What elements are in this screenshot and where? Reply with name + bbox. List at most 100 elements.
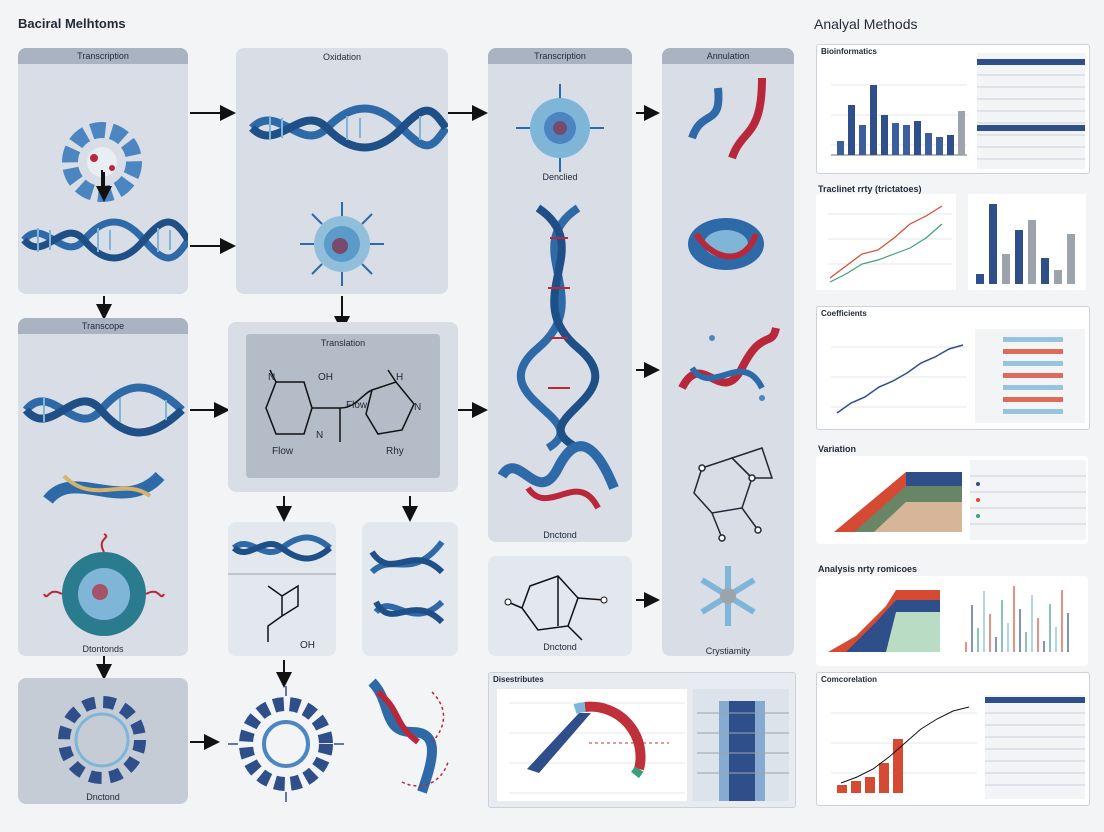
dna-helix-icon (516, 204, 600, 452)
atom-label: OH (318, 372, 333, 383)
coefficients-chart (831, 329, 1085, 423)
chart-bar (1015, 230, 1023, 284)
chart-bar (976, 274, 984, 284)
panel-transcription-1: Transcription (18, 48, 188, 294)
chart-bar (859, 125, 866, 155)
trend-chart (816, 194, 1086, 290)
chart-bar (1054, 270, 1062, 284)
transcope-art (22, 383, 185, 636)
card-title: Comcorelation (821, 675, 878, 684)
table-row (1003, 397, 1063, 402)
atom-label: H (396, 372, 404, 383)
distribution-chart (497, 689, 789, 801)
dna-helix-icon (22, 383, 185, 437)
variation-chart (834, 460, 1086, 540)
crystal-structure-icon (700, 566, 756, 626)
transcription-2-art (497, 84, 619, 510)
chart-bar (958, 111, 965, 155)
chart-bar (989, 204, 997, 284)
bar-chart (831, 53, 1085, 169)
protein-ribbon-icon (497, 441, 619, 510)
label-crystal: Crystiamity (705, 646, 751, 656)
label-dna: Dnctond (543, 530, 577, 540)
chart-bar (881, 115, 888, 155)
chart-bar (1041, 258, 1049, 284)
card-trend (816, 194, 1088, 294)
chemical-structure-icon (265, 369, 415, 442)
chart-bar (870, 85, 877, 155)
chart-bar (893, 739, 903, 793)
atom-label: N (316, 430, 324, 441)
protein-chain-icon (368, 678, 449, 794)
molecular-graph-icon (693, 447, 774, 542)
chart-bar (892, 123, 899, 155)
right-section-title: Analyal Methods (814, 16, 918, 32)
dna-molecule-art (228, 534, 336, 642)
section-title: Analysis nrty romicoes (818, 564, 918, 574)
chart-bar (936, 137, 943, 155)
label-ring: Dnctond (86, 792, 120, 802)
card-coefficients: Coefficients (816, 306, 1090, 430)
chart-bar (914, 121, 921, 155)
label-protein: Denclied (542, 172, 578, 182)
atom-label: Rhy (386, 446, 404, 457)
dna-helix-icon (21, 218, 188, 262)
protein-ribbon-icon (688, 77, 766, 160)
table-row (1003, 373, 1063, 378)
panel-header: Transcription (488, 48, 632, 64)
dna-helix-icon (249, 104, 448, 152)
panel-carbonyl: Dnctond (488, 556, 632, 656)
panel-header: Transcope (18, 318, 188, 334)
section-title: Variation (818, 444, 857, 454)
protein-cluster-icon (300, 202, 384, 286)
annulation-art (678, 77, 780, 626)
panel-ring: Dnctond (18, 678, 188, 804)
dashboard-title: Disestributes (493, 675, 544, 684)
card-analysis-models (816, 576, 1088, 666)
atom-label: Flow (346, 400, 368, 411)
card-title: Coefficients (821, 309, 867, 318)
chart-bar (947, 135, 954, 155)
panel-header: Translation (320, 338, 366, 348)
atom-label: N (268, 372, 276, 383)
table-row (1003, 385, 1063, 390)
protein-ring-icon (58, 696, 146, 784)
chart-bar (837, 785, 847, 793)
atom-label: OH (300, 640, 315, 651)
panel-dna-molecule: OH (228, 522, 336, 656)
card-correlation: Comcorelation (816, 672, 1090, 806)
protein-cluster-icon (516, 84, 604, 172)
chart-bar (837, 141, 844, 155)
transcription-1-art (21, 122, 188, 262)
correlation-chart (831, 695, 1085, 799)
card-bioinformatics: Bioinformatics (816, 44, 1090, 174)
table-row (1003, 337, 1063, 342)
table-row (1003, 409, 1063, 414)
atom-label: Flow (272, 446, 294, 457)
atom-label: N (414, 402, 422, 413)
pore-complex-icon (43, 533, 165, 636)
section-title: Traclinet rrty (trictatoes) (818, 184, 922, 194)
distribution-dashboard: Disestributes (488, 672, 796, 808)
chart-bar (903, 125, 910, 155)
label-pore: Dtontonds (82, 644, 124, 654)
panel-annulation: Annulation (662, 48, 794, 656)
chart-bar (851, 781, 861, 793)
panel-oxidation: Oxidation (236, 48, 448, 294)
protein-chain-icon (678, 326, 780, 401)
panel-translation: Translation N OH H N N Flow Flow Rhy (246, 334, 440, 478)
ring-structure-icon (504, 575, 608, 641)
molecule-icon (267, 584, 299, 642)
panel-translation-outer: Translation N OH H N N Flow Flow Rhy (228, 322, 458, 492)
oxidation-art (249, 104, 448, 286)
panel-dna-twist (362, 522, 458, 656)
protein-assembly-icon (228, 686, 344, 802)
panel-transcope: Transcope Dtontonds (18, 318, 188, 656)
chart-bar (865, 777, 875, 793)
chart-bar (1067, 234, 1075, 284)
card-title: Bioinformatics (821, 47, 878, 56)
chart-bar (925, 133, 932, 155)
panel-header: Annulation (662, 48, 794, 64)
ring-art (58, 696, 146, 784)
dna-helix-icon (231, 534, 332, 562)
